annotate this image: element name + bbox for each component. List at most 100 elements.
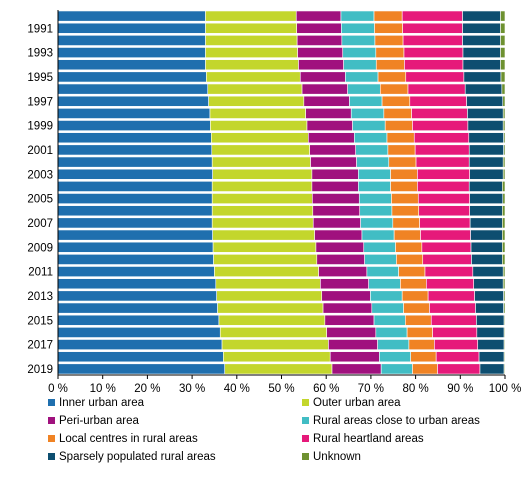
bar-segment-2007-series-4 [392, 217, 420, 229]
bar-segment-2019-series-1 [224, 363, 333, 375]
bar-segment-2019-series-2 [331, 363, 382, 375]
bar-segment-2001-series-4 [387, 144, 416, 156]
bar-segment-2000-series-1 [211, 132, 309, 144]
bar-segment-1998-series-7 [502, 108, 506, 119]
bar-segment-2012-series-7 [502, 278, 506, 290]
bar-segment-2013-series-4 [401, 290, 429, 302]
bar-segment-2008-series-1 [212, 229, 315, 241]
bar-segment-2002-series-2 [310, 156, 357, 168]
y-axis: 1991 1993 1995 1997 1999 2001 2003 2005 2007 2009… [27, 10, 59, 376]
bar-segment-2009-series-0 [57, 241, 214, 253]
bar-segment-1993-series-5 [403, 47, 464, 58]
bar-segment-2013-series-5 [427, 290, 475, 302]
bar-segment-1999-series-6 [467, 120, 504, 131]
bar-segment-2002-series-0 [57, 156, 213, 168]
bar-segment-1993-series-7 [500, 47, 506, 58]
bar-segment-2017-series-3 [377, 339, 410, 350]
x-tick-label-9: 90 % [447, 383, 473, 395]
bar-segment-2018-series-4 [410, 351, 437, 363]
bar-segment-2008-series-3 [361, 229, 395, 241]
bar-segment-1995-series-1 [206, 71, 301, 83]
bar-segment-2001-series-7 [503, 144, 506, 156]
bar-segment-2008-series-0 [57, 229, 213, 241]
bar-segment-2010-series-4 [396, 254, 424, 265]
bar-segment-1991-series-6 [462, 22, 501, 34]
bar-segment-2006-series-5 [418, 205, 470, 217]
bar-segment-2018-series-2 [329, 351, 380, 363]
bar-segment-1997-series-3 [349, 95, 383, 107]
x-tick-label-1: 10 % [90, 383, 116, 395]
bar-segment-1997-series-6 [466, 95, 504, 107]
bar-segment-2017-series-5 [434, 339, 479, 350]
bar-segment-2013-series-2 [321, 290, 371, 302]
bar-segment-2012-series-0 [57, 278, 217, 290]
x-tick-label-3: 30 % [179, 383, 205, 395]
bar-segment-2014-series-1 [217, 302, 324, 314]
bar-segment-2010-series-7 [502, 254, 506, 265]
bar-segment-1992-series-6 [462, 35, 501, 46]
bar-segment-2017-series-2 [328, 339, 378, 350]
bar-segment-1990-series-3 [340, 10, 375, 22]
bar-segment-2016-series-0 [57, 327, 221, 338]
bar-segment-2018-series-5 [435, 351, 480, 363]
bar-segment-2006-series-2 [312, 205, 361, 217]
bar-segment-2008-series-5 [420, 229, 471, 241]
bar-segment-2003-series-4 [390, 168, 418, 180]
bar-segment-2015-series-1 [218, 314, 326, 326]
x-tick-label-4: 40 % [224, 383, 250, 395]
bar-segment-1994-series-3 [343, 59, 377, 71]
bar-segment-2005-series-2 [312, 193, 360, 204]
bar-segment-1998-series-5 [411, 108, 468, 119]
bar-segment-1998-series-3 [350, 108, 385, 119]
bar-segment-2011-series-5 [424, 266, 474, 277]
bar-segment-2014-series-0 [57, 302, 218, 314]
bar-segment-2014-series-4 [403, 302, 430, 314]
bar-segment-2012-series-1 [215, 278, 321, 290]
bar-segment-1994-series-2 [298, 59, 344, 71]
bar-segment-2006-series-3 [359, 205, 393, 217]
bar-segment-2016-series-4 [406, 327, 433, 338]
bar-segment-2003-series-2 [311, 168, 359, 180]
bar-segment-1999-series-1 [210, 120, 308, 131]
bar-segment-2000-series-2 [308, 132, 355, 144]
bar-segment-1997-series-5 [409, 95, 467, 107]
bar-segment-2000-series-4 [386, 132, 415, 144]
bar-segment-2018-series-6 [478, 351, 505, 363]
bar-segment-2010-series-6 [471, 254, 503, 265]
bar-segment-2012-series-6 [473, 278, 504, 290]
bar-segment-1999-series-2 [306, 120, 353, 131]
bar-segment-1997-series-2 [303, 95, 350, 107]
bar-segment-2003-series-5 [417, 168, 470, 180]
legend-label-0: Inner urban area [59, 397, 145, 409]
y-tick-label-2019: 2019 [27, 364, 53, 376]
bar-segment-1996-series-2 [301, 83, 348, 95]
y-tick-label-2013: 2013 [27, 291, 53, 303]
bar-segment-1994-series-7 [500, 59, 506, 71]
bar-segment-2000-series-5 [413, 132, 470, 144]
bar-segment-2012-series-3 [368, 278, 401, 290]
bar-segment-1997-series-7 [502, 95, 506, 107]
bar-segment-2000-series-7 [503, 132, 506, 144]
legend-label-3: Rural areas close to urban areas [313, 415, 480, 427]
y-tick-label-1997: 1997 [27, 96, 53, 108]
bar-segment-2010-series-3 [364, 254, 397, 265]
bar-segment-2005-series-3 [358, 193, 392, 204]
bar-segment-1996-series-0 [57, 83, 209, 95]
bar-segment-1994-series-4 [375, 59, 405, 71]
bar-segment-2002-series-5 [415, 156, 470, 168]
bar-segment-2006-series-4 [391, 205, 420, 217]
y-tick-label-1999: 1999 [27, 121, 53, 133]
bar-segment-2012-series-4 [400, 278, 427, 290]
bar-segment-2004-series-2 [311, 181, 359, 192]
x-tick-label-7: 70 % [358, 383, 384, 395]
legend-label-7: Unknown [313, 451, 361, 463]
bar-segment-2000-series-3 [354, 132, 388, 144]
bar-segment-1994-series-5 [404, 59, 464, 71]
bar-segment-2011-series-4 [398, 266, 426, 277]
bar-segment-1990-series-1 [205, 10, 297, 22]
bar-segment-2010-series-5 [422, 254, 472, 265]
bar-segment-1998-series-2 [305, 108, 352, 119]
bar-segment-2019-series-7 [503, 363, 506, 375]
bar-segment-1991-series-1 [205, 22, 297, 34]
bar-segment-1991-series-2 [296, 22, 342, 34]
